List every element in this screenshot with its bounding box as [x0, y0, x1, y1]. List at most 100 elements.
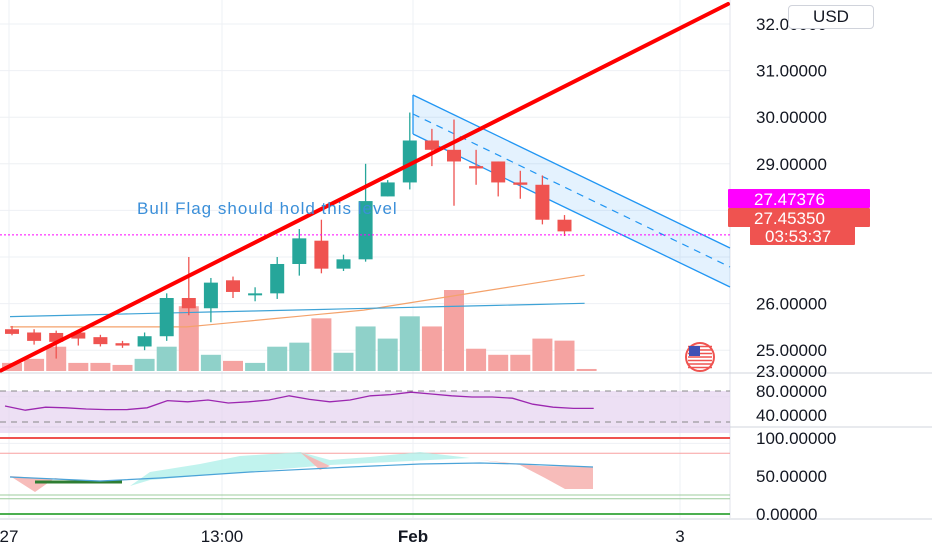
rsi-band: [0, 391, 730, 433]
candle-body: [27, 332, 42, 341]
candle-body: [203, 282, 218, 309]
rsi-axis-label: 40.00000: [756, 406, 827, 425]
candle: [292, 229, 307, 276]
candle-body: [469, 166, 484, 169]
trendline: [0, 2, 730, 373]
volume-bar: [223, 360, 243, 371]
time-axis-label: 27: [0, 527, 18, 546]
candle: [248, 287, 263, 302]
volume-bar: [377, 338, 398, 371]
channel-lower-line: [412, 133, 731, 288]
volume-bar: [156, 346, 177, 371]
price-tags: [728, 189, 870, 245]
price-axis-label: 31.00000: [756, 62, 827, 81]
volume-bar: [488, 354, 509, 371]
candle: [380, 180, 395, 197]
moving-averages: [9, 274, 585, 328]
price-axis-label: 26.00000: [756, 295, 827, 314]
candle-body: [358, 201, 373, 260]
candle: [181, 257, 196, 316]
volume-bar: [267, 346, 288, 371]
price-tag-bg: [750, 226, 855, 245]
osc-bull-area: [130, 452, 470, 486]
volume-bar: [333, 352, 354, 371]
time-axis-label: 13:00: [201, 527, 244, 546]
axis-mask: [740, 0, 932, 6]
volume-bar: [46, 346, 67, 371]
blue-moving-average: [9, 302, 585, 318]
candle: [226, 276, 240, 299]
price-tag-bg: [728, 189, 870, 208]
volume-bar: [554, 340, 575, 371]
candle: [93, 334, 108, 347]
channel-fill: [413, 95, 730, 287]
volume-bar: [399, 316, 420, 371]
orange-moving-average: [10, 274, 585, 328]
price-axis-label: 29.00000: [756, 155, 827, 174]
volume-bar: [311, 318, 332, 371]
osc-bear-area: [300, 452, 330, 470]
osc-axis-label: 0.00000: [756, 505, 817, 524]
rsi-axis-label: 80.00000: [756, 382, 827, 401]
candle: [491, 161, 506, 197]
candle: [469, 149, 484, 185]
candle: [159, 293, 174, 341]
channel-mid-line: [412, 113, 731, 268]
osc-signal-line: [9, 462, 594, 482]
candle: [424, 128, 439, 167]
candle-body: [424, 140, 439, 150]
candle-body: [491, 161, 506, 183]
volume-bar: [576, 368, 597, 371]
osc-axis-label: 50.00000: [756, 467, 827, 486]
candle-body: [557, 219, 572, 232]
volume-bar: [245, 362, 266, 371]
volume-bar: [90, 362, 111, 371]
candle: [402, 112, 417, 190]
volume-bar: [466, 348, 487, 371]
price-axis-label: 30.00000: [756, 108, 827, 127]
candle-body: [402, 140, 417, 183]
candle: [27, 329, 42, 345]
volume-bar: [134, 358, 155, 371]
volume-bar: [532, 338, 553, 371]
price-tag-label: 27.45350: [754, 209, 825, 228]
volume-bar: [68, 362, 89, 371]
candle-body: [336, 259, 351, 269]
candle-body: [314, 240, 329, 269]
candle-body: [93, 337, 108, 345]
volume-bar: [178, 306, 199, 371]
candle-body: [159, 298, 174, 337]
channel-upper-line: [412, 94, 731, 249]
candle: [358, 163, 373, 262]
osc-axis-label: 100.00000: [756, 429, 836, 448]
candle: [557, 215, 572, 237]
price-axis-label: 25.00000: [756, 341, 827, 360]
volume-bar: [444, 290, 464, 371]
currency-badge[interactable]: USD: [788, 5, 874, 29]
volume-bar: [421, 326, 442, 371]
volume-bar: [200, 354, 221, 371]
candle-body: [137, 336, 152, 347]
candle: [336, 254, 351, 271]
candle: [447, 119, 461, 206]
candle-body: [248, 293, 263, 296]
candle: [5, 325, 19, 336]
candle-body: [535, 184, 550, 220]
time-axis-label: 3: [675, 527, 684, 546]
candle-body: [181, 298, 196, 309]
annotation-text: Bull Flag should hold this level: [137, 199, 398, 218]
candle-body: [292, 238, 307, 264]
time-axis-label: Feb: [398, 527, 428, 546]
candle-body: [115, 343, 130, 346]
flag-channel: [412, 94, 731, 288]
volume-bar: [355, 326, 376, 371]
us-flag-icon: [685, 342, 715, 372]
price-tag-label: 27.47376: [754, 190, 825, 209]
candle: [137, 332, 152, 351]
volume-bar: [24, 358, 45, 371]
volume-bar: [510, 354, 531, 371]
candle-body: [270, 263, 285, 294]
candle: [115, 340, 130, 348]
